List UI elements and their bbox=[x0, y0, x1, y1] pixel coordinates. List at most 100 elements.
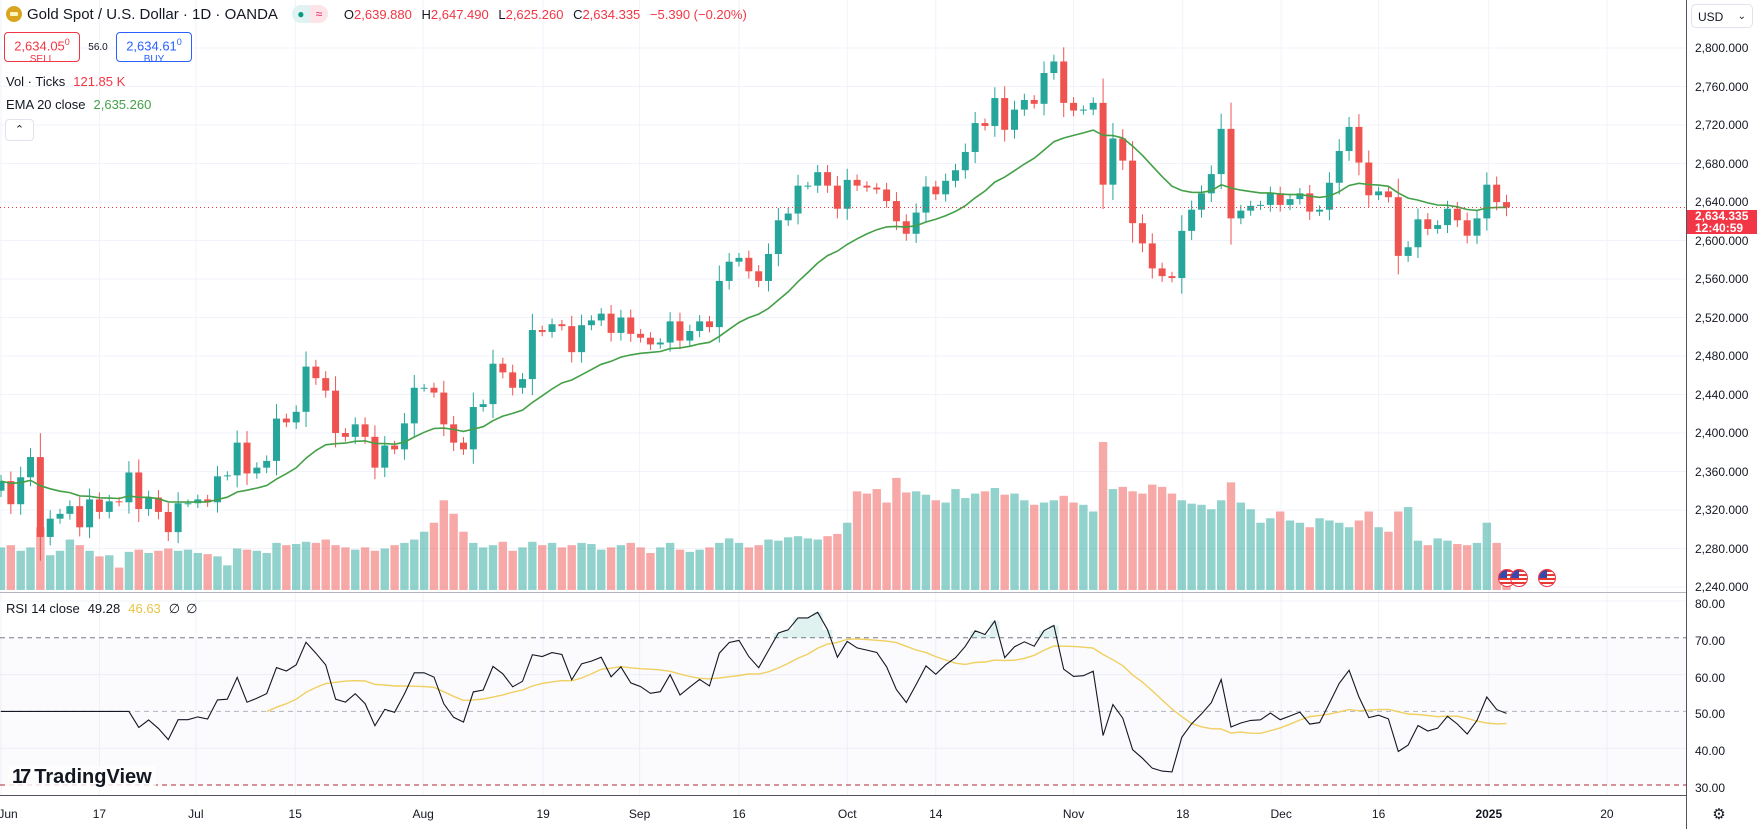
volume-bar bbox=[1325, 520, 1334, 590]
price-axis[interactable]: USD ⌄ ⚙ 2,240.000 2,280.000 2,320.000 2,360… bbox=[1686, 0, 1759, 829]
candle-body bbox=[568, 326, 576, 353]
candle-body bbox=[981, 123, 989, 126]
pane-separator[interactable] bbox=[0, 592, 1759, 593]
price-tick-label: 2,240.000 bbox=[1695, 580, 1749, 594]
candle-body bbox=[164, 511, 172, 533]
tradingview-logo[interactable]: 17 TradingView bbox=[8, 766, 156, 789]
close-value: 2,634.335 bbox=[582, 6, 641, 22]
candle-body bbox=[174, 503, 182, 533]
volume-bar bbox=[1157, 486, 1167, 590]
status-badge[interactable]: ● ≈ bbox=[291, 5, 328, 23]
volume-legend[interactable]: Vol · Ticks 121.85 K bbox=[6, 74, 125, 89]
volume-bar bbox=[705, 547, 714, 590]
candle-body bbox=[361, 424, 369, 437]
candle-body bbox=[745, 257, 753, 272]
candle-body bbox=[794, 185, 802, 214]
ema-legend[interactable]: EMA 20 close 2,635.260 bbox=[6, 97, 151, 112]
high-label: H bbox=[421, 6, 431, 22]
volume-bar bbox=[606, 547, 616, 590]
volume-bar bbox=[242, 549, 252, 590]
symbol-title[interactable]: Gold Spot / U.S. Dollar · 1D · OANDA bbox=[27, 5, 278, 23]
volume-bar bbox=[95, 556, 104, 590]
time-tick-label: Sep bbox=[628, 807, 651, 821]
candle-body bbox=[961, 151, 969, 171]
volume-bar bbox=[1413, 540, 1423, 590]
volume-legend-value: 121.85 K bbox=[73, 74, 126, 89]
high-value: 2,647.490 bbox=[430, 6, 489, 22]
candle-body bbox=[66, 506, 74, 514]
candle-body bbox=[627, 317, 635, 334]
rsi-tick-label: 80.00 bbox=[1695, 596, 1726, 611]
tradingview-logo-mark-icon: 17 bbox=[12, 766, 31, 788]
candle-body bbox=[597, 313, 605, 321]
volume-bar bbox=[173, 550, 183, 590]
volume-bar bbox=[144, 553, 153, 590]
candle-body bbox=[873, 187, 881, 190]
candle-body bbox=[27, 457, 35, 478]
time-tick-label: 18 bbox=[1176, 807, 1190, 821]
collapse-legend-button[interactable]: ⌃ bbox=[5, 119, 34, 141]
volume-bar bbox=[16, 550, 25, 590]
candle-body bbox=[646, 337, 654, 345]
rsi-ma-legend-value: 46.63 bbox=[128, 601, 161, 616]
volume-bar bbox=[1010, 493, 1019, 590]
volume-bar bbox=[154, 550, 163, 590]
volume-bar bbox=[921, 494, 931, 590]
delayed-data-icon[interactable]: ≈ bbox=[309, 5, 328, 23]
rsi-overbought-fill bbox=[989, 621, 1000, 638]
open-label: O bbox=[343, 6, 355, 22]
low-label: L bbox=[498, 6, 506, 22]
volume-bar bbox=[1118, 486, 1127, 590]
price-tick-label: 2,440.000 bbox=[1695, 387, 1749, 402]
volume-legend-label: Vol · Ticks bbox=[6, 74, 66, 89]
candle-body bbox=[489, 363, 497, 405]
candle-body bbox=[263, 460, 271, 468]
candle-body bbox=[1316, 209, 1324, 212]
candle-body bbox=[1070, 102, 1078, 111]
volume-bar bbox=[1423, 545, 1432, 590]
time-tick-label: 2025 bbox=[1475, 807, 1503, 821]
volume-bar bbox=[538, 545, 547, 590]
volume-bar bbox=[813, 539, 822, 590]
candle-body bbox=[725, 261, 733, 281]
volume-bar bbox=[1364, 511, 1373, 590]
candle-body bbox=[1483, 184, 1491, 219]
volume-bar bbox=[774, 540, 783, 590]
settings-gear-icon[interactable]: ⚙ bbox=[1712, 806, 1726, 823]
volume-bar bbox=[449, 513, 458, 590]
buy-button[interactable]: 2,634.610 BUY bbox=[116, 32, 192, 65]
candle-body bbox=[95, 499, 103, 512]
rsi-legend[interactable]: RSI 14 close 49.28 46.63 ∅ ∅ bbox=[6, 601, 197, 617]
us-flag-event-icon[interactable] bbox=[1510, 569, 1528, 587]
candle-body bbox=[115, 501, 123, 503]
candle-body bbox=[548, 324, 556, 332]
volume-bar bbox=[961, 498, 970, 590]
buy-price-pipette: 0 bbox=[176, 37, 182, 47]
candle-body bbox=[0, 481, 5, 491]
candle-body bbox=[479, 404, 487, 408]
candle-body bbox=[1099, 102, 1107, 185]
candle-body bbox=[883, 189, 891, 202]
candle-body bbox=[1138, 223, 1146, 244]
price-tick-label: 2,320.000 bbox=[1695, 503, 1749, 517]
bar-countdown: 12:40:59 bbox=[1695, 221, 1744, 235]
us-flag-event-icon[interactable] bbox=[1538, 569, 1556, 587]
market-open-dot-icon[interactable]: ● bbox=[291, 5, 310, 23]
chart-canvas[interactable] bbox=[0, 0, 1686, 795]
candle-body bbox=[381, 445, 389, 468]
volume-bar bbox=[380, 548, 389, 590]
candle-body bbox=[1119, 138, 1127, 161]
time-axis[interactable]: Jun 17 Jul 15 Aug 19 Sep 16 Oct 14 Nov 18 Dec 16 2025 2… bbox=[0, 795, 1686, 830]
candle-body bbox=[824, 172, 832, 186]
price-tick-label: 2,520.000 bbox=[1695, 310, 1749, 325]
volume-bar bbox=[193, 553, 202, 590]
time-tick-label: Aug bbox=[412, 807, 434, 821]
candle-body bbox=[892, 201, 900, 222]
candle-body bbox=[1493, 184, 1501, 203]
volume-bar bbox=[665, 542, 675, 590]
volume-bar bbox=[547, 542, 557, 590]
volume-bar bbox=[1276, 511, 1285, 590]
candle-body bbox=[696, 321, 704, 331]
currency-dropdown[interactable]: USD ⌄ bbox=[1691, 4, 1753, 28]
sell-button[interactable]: 2,634.050 SELL bbox=[4, 32, 80, 65]
